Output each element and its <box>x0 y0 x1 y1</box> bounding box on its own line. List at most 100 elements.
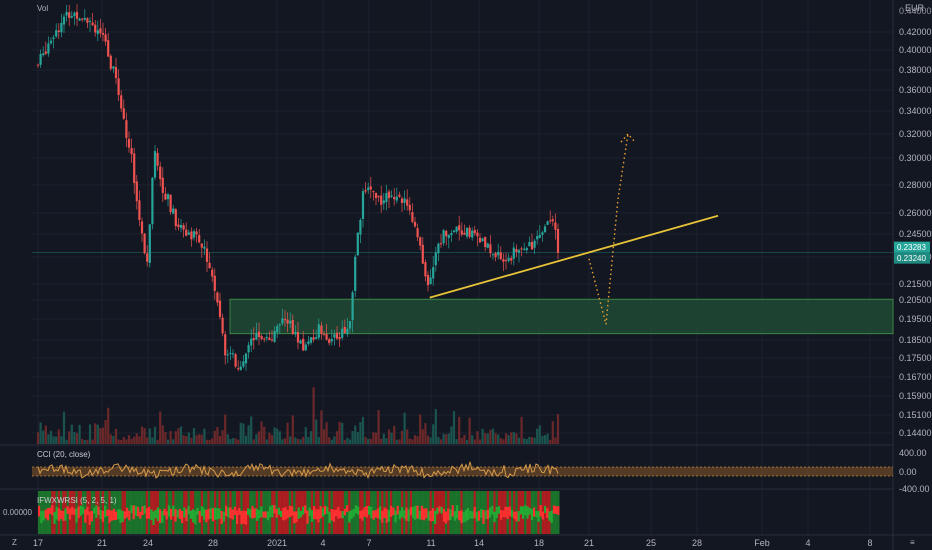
volume-bar <box>179 426 183 444</box>
ifish-inner <box>442 508 446 522</box>
volume-bar <box>75 433 79 444</box>
volume-bar <box>554 437 557 444</box>
candle-body <box>187 232 190 235</box>
volume-bar <box>403 412 406 444</box>
candle-body <box>517 250 521 253</box>
ifish-inner <box>178 508 182 519</box>
ifish-inner <box>335 509 338 517</box>
volume-bar <box>447 433 450 444</box>
candle-body <box>47 43 50 54</box>
volume-bar <box>291 415 294 444</box>
candle-body <box>36 64 40 66</box>
candle-body <box>244 353 248 364</box>
candle-body <box>185 229 188 236</box>
ifish-pane <box>38 491 560 534</box>
candle-body <box>413 221 417 227</box>
ifish-inner <box>401 507 404 518</box>
volume-bar <box>361 416 365 444</box>
candle-body <box>476 232 479 237</box>
time-tick-label: 4 <box>805 538 810 548</box>
ifish-inner <box>53 511 56 524</box>
ifish-inner <box>167 505 171 517</box>
candle-body <box>255 333 258 340</box>
volume-bar <box>445 434 448 444</box>
volume-bar <box>486 433 489 444</box>
volume-bar <box>400 430 404 444</box>
projection-path[interactable] <box>588 132 636 325</box>
ifish-inner <box>359 510 362 519</box>
trendline[interactable] <box>429 214 719 299</box>
ifish-inner <box>170 508 173 520</box>
ifish-inner <box>449 509 452 521</box>
ifish-inner <box>119 509 122 524</box>
timezone-corner[interactable]: Z <box>12 538 17 547</box>
candle-body <box>354 256 357 292</box>
volume-bars <box>36 387 560 444</box>
ifish-inner <box>350 510 353 520</box>
candle-body <box>424 262 427 277</box>
candle-body <box>471 230 474 238</box>
candle-body <box>325 334 328 340</box>
ifish-inner <box>66 506 69 514</box>
candle-body <box>276 326 279 333</box>
volume-bar <box>546 433 549 444</box>
candle-body <box>265 336 268 339</box>
candle-body <box>551 219 554 222</box>
ifish-inner <box>500 509 503 520</box>
volume-bar <box>70 424 73 444</box>
candle-body <box>546 221 549 225</box>
volume-bar <box>460 438 463 444</box>
price-candles <box>36 4 560 372</box>
volume-bar <box>463 434 466 444</box>
ifish-inner <box>192 509 195 523</box>
ifish-inner <box>194 510 197 525</box>
volume-bar <box>335 431 339 444</box>
price-tick-label: 0.18500 <box>899 335 932 345</box>
volume-bar <box>416 436 419 444</box>
volume-bar <box>237 439 240 444</box>
candle-body <box>398 194 401 197</box>
candle-body <box>502 259 505 262</box>
volume-bar <box>541 435 544 444</box>
candle-body <box>507 257 510 262</box>
candle-body <box>434 252 437 266</box>
candle-body <box>296 332 300 343</box>
volume-bar <box>348 439 352 444</box>
volume-bar <box>120 439 123 444</box>
volume-bar <box>177 428 180 444</box>
candle-body <box>494 253 497 258</box>
time-tick-label: 7 <box>366 538 371 548</box>
volume-bar <box>549 439 552 444</box>
candle-body <box>304 344 307 351</box>
volume-bar <box>221 430 224 444</box>
ifish-inner <box>363 506 366 517</box>
settings-icon[interactable]: ≡ <box>910 538 915 547</box>
ifish-inner <box>376 508 380 519</box>
cci-level-label: -400.00 <box>899 484 930 494</box>
volume-bar <box>86 439 89 444</box>
candle-body <box>432 267 435 279</box>
volume-bar <box>99 428 102 444</box>
volume-bar <box>81 438 84 444</box>
cci-band <box>32 467 893 476</box>
volume-bar <box>489 429 492 444</box>
ifish-inner <box>447 508 450 521</box>
ifish-inner <box>286 509 289 519</box>
volume-bar <box>551 421 554 444</box>
ifish-inner <box>319 506 322 519</box>
ifish-inner <box>420 505 424 520</box>
candle-body <box>174 209 177 227</box>
candle-body <box>143 233 146 254</box>
ifish-inner <box>438 506 441 513</box>
volume-bar <box>543 434 547 444</box>
candle-body <box>393 196 396 200</box>
volume-bar <box>148 428 151 444</box>
candle-body <box>203 246 206 249</box>
volume-bar <box>419 414 422 444</box>
volume-bar <box>62 411 66 444</box>
ifish-value: 0.00000 <box>3 508 32 517</box>
candle-body <box>515 248 518 252</box>
support-zone[interactable] <box>229 298 894 335</box>
ifish-inner <box>44 509 47 519</box>
